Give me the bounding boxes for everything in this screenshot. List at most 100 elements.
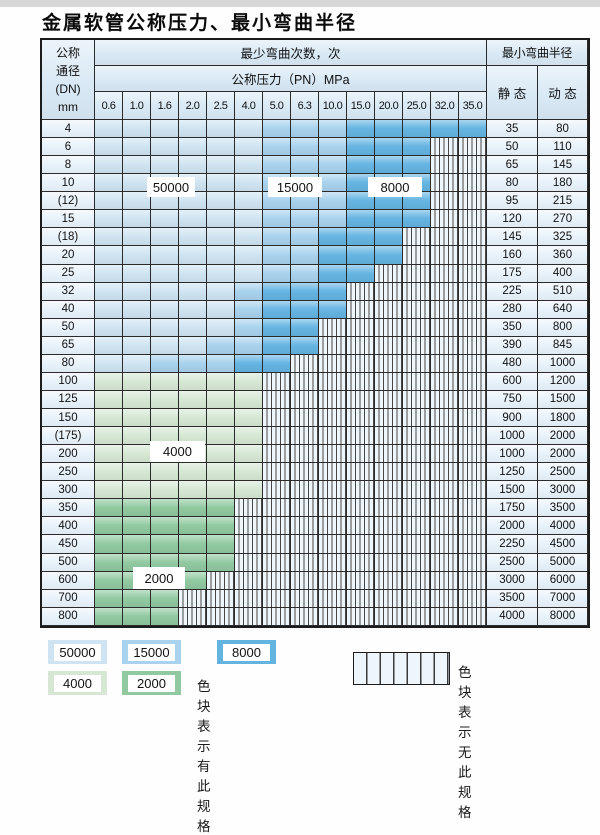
zone-cell-50000 [151, 138, 179, 157]
dn-cell: (175) [42, 427, 95, 446]
zone-cell-none [431, 481, 459, 500]
zone-cell-none [403, 517, 431, 536]
dn-cell: 80 [42, 354, 95, 373]
zone-cell-2000 [95, 553, 123, 572]
zone-cell-8000 [263, 282, 291, 301]
zone-cell-4000 [123, 463, 151, 482]
zone-cell-8000 [235, 354, 263, 373]
zone-cell-15000 [263, 210, 291, 229]
zone-cell-4000 [95, 390, 123, 409]
zone-cell-4000 [207, 427, 235, 446]
zone-cell-none [431, 282, 459, 301]
zone-cell-2000 [179, 571, 207, 590]
legend-swatch-4000: 4000 [48, 671, 107, 695]
zone-cell-8000 [347, 210, 375, 229]
dynamic-value-cell: 360 [538, 246, 588, 265]
zone-cell-none [403, 463, 431, 482]
zone-cell-8000 [291, 300, 319, 319]
zone-cell-4000 [123, 372, 151, 391]
zone-cell-none [319, 409, 347, 428]
zone-cell-none [263, 517, 291, 536]
zone-cell-8000 [319, 282, 347, 301]
legend-swatch-50000: 50000 [48, 640, 107, 664]
zone-cell-none [347, 589, 375, 608]
dynamic-value-cell: 845 [538, 336, 588, 355]
zone-cell-50000 [235, 192, 263, 211]
zone-cell-8000 [375, 156, 403, 175]
zone-cell-50000 [123, 192, 151, 211]
zone-cell-50000 [207, 318, 235, 337]
static-value-cell: 35 [487, 120, 538, 139]
zone-cell-50000 [179, 336, 207, 355]
dn-cell: 25 [42, 264, 95, 283]
zone-cell-4000 [123, 481, 151, 500]
zone-cell-none [375, 463, 403, 482]
zone-cell-none [431, 156, 459, 175]
pressure-tick: 35.0 [459, 92, 487, 120]
zone-cell-15000 [319, 210, 347, 229]
pressure-tick: 1.6 [151, 92, 179, 120]
zone-cell-none [179, 589, 207, 608]
zone-cell-none [459, 463, 487, 482]
zone-cell-15000 [263, 228, 291, 247]
static-value-cell: 2000 [487, 517, 538, 536]
static-value-cell: 600 [487, 372, 538, 391]
dn-cell: 32 [42, 282, 95, 301]
zone-cell-none [431, 300, 459, 319]
zone-cell-50000 [123, 210, 151, 229]
zone-cell-2000 [95, 589, 123, 608]
zone-cell-none [319, 390, 347, 409]
zone-cell-none [459, 138, 487, 157]
zone-cell-50000 [179, 138, 207, 157]
zone-cell-8000 [459, 120, 487, 139]
zone-cell-4000 [151, 409, 179, 428]
zone-cell-none [375, 517, 403, 536]
zone-cell-none [459, 571, 487, 590]
static-value-cell: 80 [487, 174, 538, 193]
static-value-cell: 95 [487, 192, 538, 211]
static-value-cell: 145 [487, 228, 538, 247]
legend-swatch-label: 2000 [128, 674, 175, 692]
zone-cell-none [403, 409, 431, 428]
zone-cell-50000 [179, 282, 207, 301]
zone-cell-4000 [95, 463, 123, 482]
zone-cell-none [431, 589, 459, 608]
zone-cell-4000 [235, 481, 263, 500]
zone-cell-8000 [263, 336, 291, 355]
zone-cell-50000 [235, 156, 263, 175]
zone-cell-none [431, 228, 459, 247]
zone-cell-50000 [179, 156, 207, 175]
dn-cell: 200 [42, 445, 95, 464]
zone-cell-2000 [151, 535, 179, 554]
static-value-cell: 225 [487, 282, 538, 301]
spec-table: 公称 通径 (DN) mm 最少弯曲次数，次 最小弯曲半径 公称压力（PN）MP… [40, 38, 590, 628]
zone-cell-none [263, 607, 291, 626]
zone-cell-none [347, 481, 375, 500]
dynamic-value-cell: 7000 [538, 589, 588, 608]
zone-cell-15000 [263, 156, 291, 175]
dn-cell: 500 [42, 553, 95, 572]
zone-cell-4000 [123, 390, 151, 409]
zone-cell-50000 [95, 210, 123, 229]
zone-cell-none [319, 589, 347, 608]
zone-cell-8000 [375, 228, 403, 247]
zone-cell-2000 [207, 553, 235, 572]
dynamic-value-cell: 3500 [538, 499, 588, 518]
pressure-header: 公称压力（PN）MPa [95, 66, 487, 92]
zone-label-2000: 2000 [133, 567, 185, 589]
zone-cell-50000 [123, 138, 151, 157]
zone-cell-none [431, 445, 459, 464]
zone-label-4000: 4000 [150, 441, 205, 462]
zone-cell-none [431, 463, 459, 482]
zone-cell-15000 [263, 264, 291, 283]
static-value-cell: 2250 [487, 535, 538, 554]
dn-cell: 15 [42, 210, 95, 229]
pressure-tick: 4.0 [235, 92, 263, 120]
dn-cell: 350 [42, 499, 95, 518]
zone-cell-none [347, 354, 375, 373]
zone-cell-none [319, 607, 347, 626]
zone-cell-none [459, 156, 487, 175]
pressure-tick: 15.0 [347, 92, 375, 120]
zone-cell-none [235, 553, 263, 572]
zone-cell-none [263, 535, 291, 554]
